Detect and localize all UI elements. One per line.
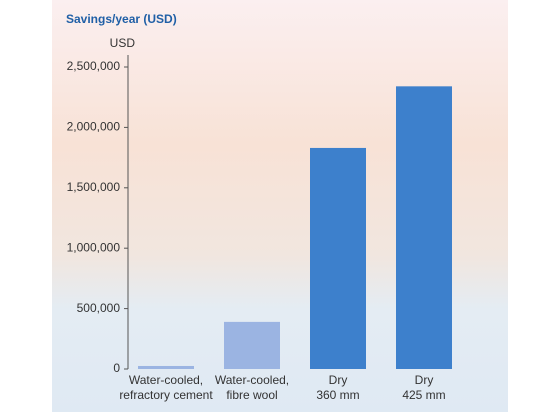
- chart-title: Savings/year (USD): [66, 12, 177, 26]
- x-tick-label: Dry: [415, 373, 434, 387]
- x-tick-label: Dry: [329, 373, 348, 387]
- x-tick-label: 360 mm: [316, 388, 359, 402]
- y-tick-label: 500,000: [77, 301, 121, 315]
- bar: [224, 321, 280, 369]
- y-tick-label: 1,000,000: [67, 240, 121, 254]
- y-tick-label: 0: [113, 361, 120, 375]
- x-tick-label: refractory cement: [119, 388, 213, 402]
- x-tick-label: Water-cooled,: [215, 373, 289, 387]
- bar: [310, 147, 366, 369]
- bar: [138, 365, 194, 369]
- x-tick-label: fibre wool: [226, 388, 277, 402]
- bar: [396, 86, 452, 369]
- y-axis-label: USD: [110, 36, 136, 50]
- x-tick-label: Water-cooled,: [129, 373, 203, 387]
- y-tick-label: 1,500,000: [67, 180, 121, 194]
- y-tick-label: 2,500,000: [67, 59, 121, 73]
- y-tick-label: 2,000,000: [67, 120, 121, 134]
- x-tick-label: 425 mm: [402, 388, 445, 402]
